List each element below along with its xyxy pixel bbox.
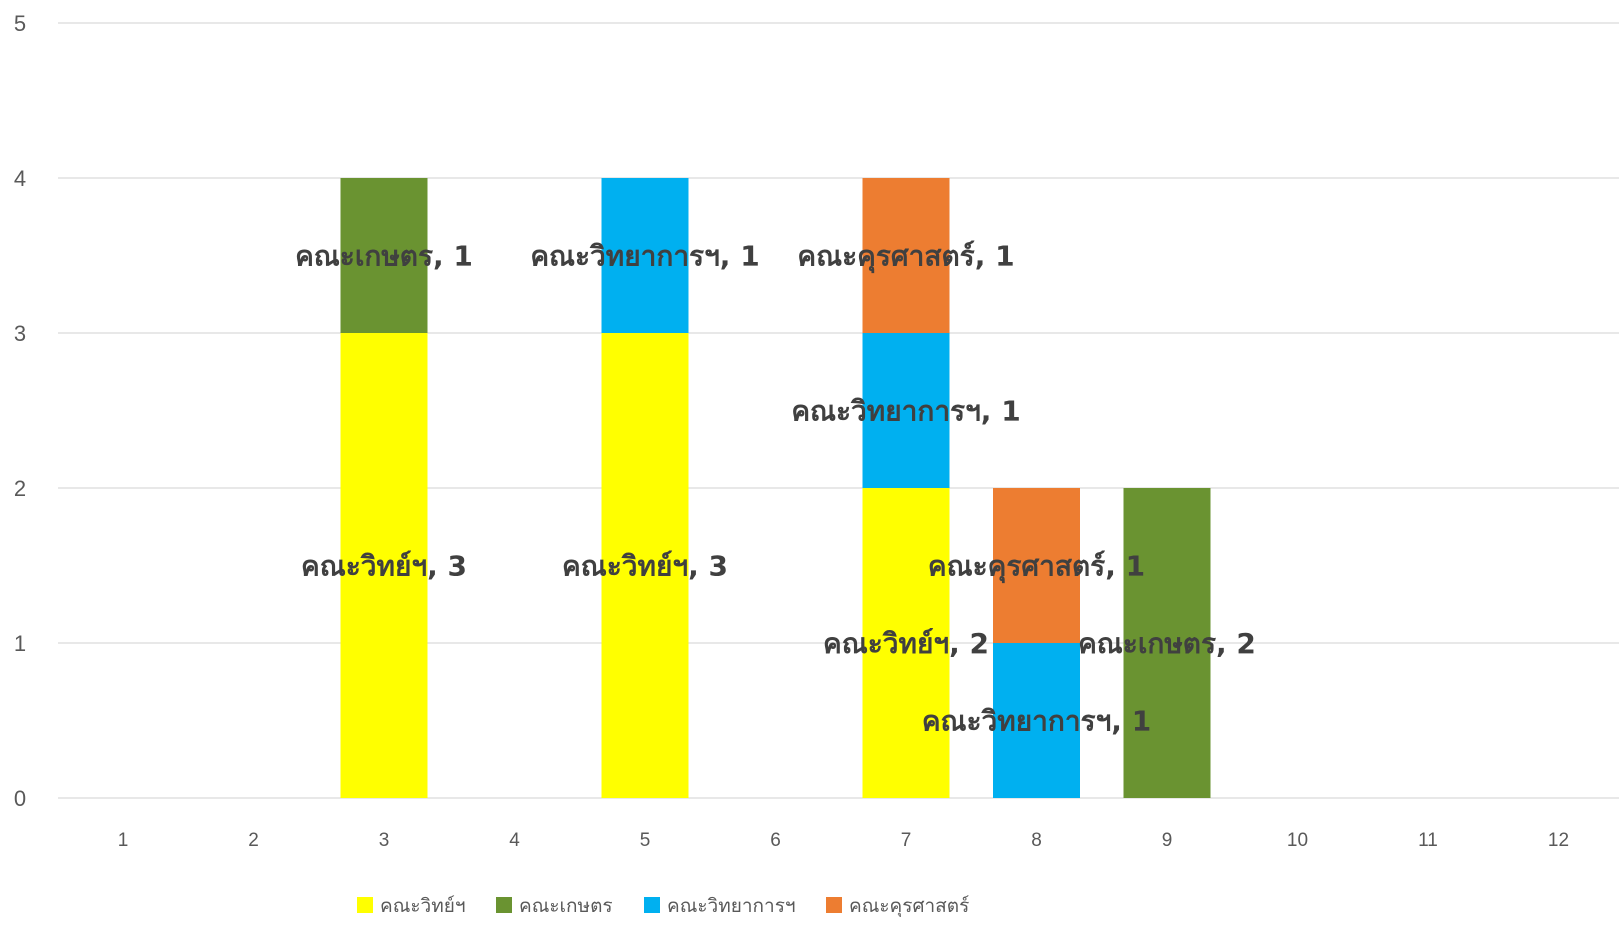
y-tick-label: 2 bbox=[14, 476, 26, 501]
x-tick-label: 2 bbox=[248, 830, 259, 851]
y-tick-label: 4 bbox=[14, 166, 26, 191]
data-label: คณะวิทยาการฯ, 1 bbox=[530, 240, 759, 273]
data-label: คณะวิทย์ฯ, 3 bbox=[301, 550, 467, 583]
bar-segment bbox=[601, 178, 689, 333]
bar-segment bbox=[993, 643, 1080, 798]
x-tick-label: 11 bbox=[1418, 830, 1438, 851]
bar-segment bbox=[1123, 488, 1211, 798]
legend-label: คณะเกษตร bbox=[519, 895, 613, 917]
bar-segment bbox=[601, 333, 689, 798]
y-tick-label: 0 bbox=[14, 786, 26, 811]
y-tick-label: 5 bbox=[14, 11, 26, 36]
legend-swatch bbox=[644, 897, 660, 913]
x-axis-ticks: 1 2 3 4 5 6 7 8 9 10 11 12 bbox=[118, 830, 1569, 851]
data-label: คณะคุรศาสตร์, 1 bbox=[928, 550, 1145, 584]
x-tick-label: 4 bbox=[509, 830, 520, 851]
bar-segment bbox=[862, 333, 950, 488]
x-tick-label: 1 bbox=[118, 830, 129, 851]
bar-segment bbox=[862, 178, 950, 333]
x-tick-label: 10 bbox=[1287, 830, 1308, 851]
y-tick-label: 1 bbox=[14, 631, 26, 656]
legend: คณะวิทย์ฯ คณะเกษตร คณะวิทยาการฯ คณะคุรศาสตร… bbox=[357, 895, 969, 918]
data-label: คณะวิทยาการฯ, 1 bbox=[922, 705, 1151, 738]
gridlines bbox=[58, 22, 1619, 799]
data-label: คณะคุรศาสตร์, 1 bbox=[797, 240, 1014, 274]
legend-label: คณะวิทย์ฯ bbox=[380, 895, 466, 917]
legend-swatch bbox=[496, 897, 512, 913]
x-tick-label: 9 bbox=[1162, 830, 1173, 851]
bar-segment bbox=[862, 488, 950, 798]
x-tick-label: 5 bbox=[640, 830, 651, 851]
data-label: คณะวิทย์ฯ, 3 bbox=[562, 550, 728, 583]
x-tick-label: 12 bbox=[1548, 830, 1569, 851]
bar-segment bbox=[340, 178, 428, 333]
x-tick-label: 6 bbox=[770, 830, 781, 851]
data-labels: คณะวิทย์ฯ, 3 คณะวิทย์ฯ, 3 คณะวิทย์ฯ, 2 คณะเ… bbox=[295, 240, 1256, 738]
legend-label: คณะวิทยาการฯ bbox=[667, 895, 796, 917]
legend-label: คณะคุรศาสตร์ bbox=[849, 895, 969, 918]
x-tick-label: 7 bbox=[901, 830, 912, 851]
data-label: คณะเกษตร, 2 bbox=[1078, 627, 1256, 660]
data-label: คณะวิทย์ฯ, 2 bbox=[823, 627, 989, 660]
legend-swatch bbox=[826, 897, 842, 913]
y-axis-ticks: 0 1 2 3 4 5 bbox=[14, 11, 26, 811]
legend-swatch bbox=[357, 897, 373, 913]
x-tick-label: 8 bbox=[1031, 830, 1042, 851]
x-tick-label: 3 bbox=[379, 830, 390, 851]
data-label: คณะวิทยาการฯ, 1 bbox=[791, 395, 1020, 428]
bar-segment bbox=[993, 488, 1080, 643]
data-label: คณะเกษตร, 1 bbox=[295, 240, 473, 273]
y-tick-label: 3 bbox=[14, 321, 26, 346]
bars bbox=[340, 178, 1211, 798]
bar-segment bbox=[340, 333, 428, 798]
